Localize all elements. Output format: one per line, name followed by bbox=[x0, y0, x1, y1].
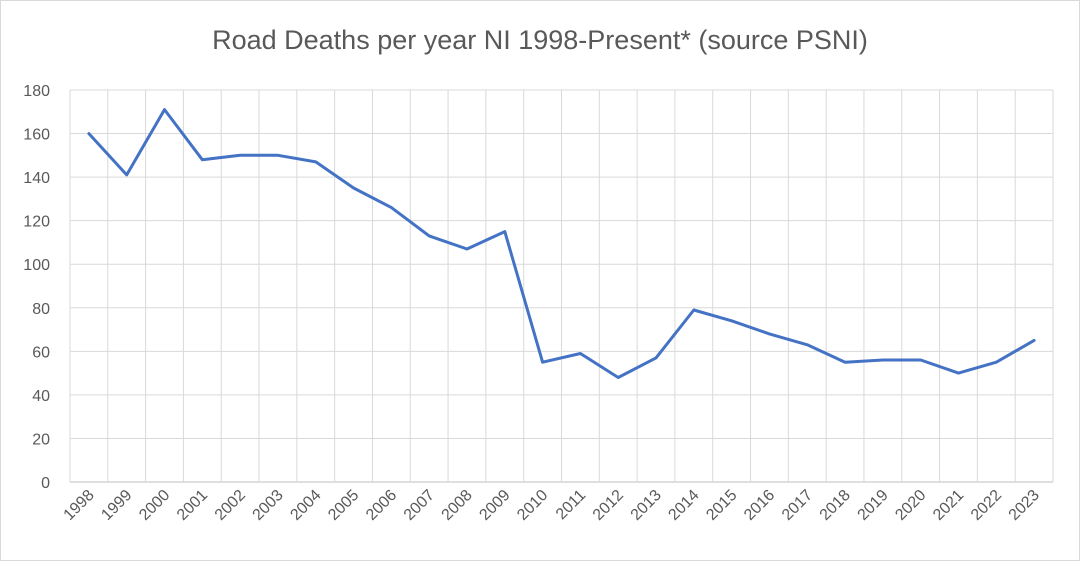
x-tick-label: 2017 bbox=[779, 487, 816, 524]
series-line bbox=[87, 108, 1036, 379]
chart-title: Road Deaths per year NI 1998-Present* (s… bbox=[212, 25, 868, 55]
x-tick-label: 2000 bbox=[136, 487, 173, 524]
x-tick-label: 2008 bbox=[439, 487, 476, 524]
x-tick-label: 2012 bbox=[590, 487, 627, 524]
y-tick-label: 140 bbox=[23, 170, 50, 187]
x-tick-label: 2010 bbox=[514, 487, 551, 524]
x-tick-label: 2020 bbox=[892, 487, 929, 524]
y-tick-label: 60 bbox=[32, 344, 50, 361]
y-tick-label: 40 bbox=[32, 388, 50, 405]
y-tick-label: 20 bbox=[32, 431, 50, 448]
x-tick-label: 2016 bbox=[741, 487, 778, 524]
y-tick-label: 100 bbox=[23, 257, 50, 274]
x-tick-label: 2006 bbox=[363, 487, 400, 524]
x-tick-label: 1999 bbox=[98, 487, 135, 524]
x-tick-label: 2013 bbox=[628, 487, 665, 524]
x-tick-label: 2003 bbox=[250, 487, 287, 524]
y-tick-label: 0 bbox=[41, 475, 50, 492]
y-tick-label: 120 bbox=[23, 214, 50, 231]
x-tick-label: 2021 bbox=[930, 487, 967, 524]
x-tick-label: 2011 bbox=[553, 487, 589, 523]
x-tick-label: 2004 bbox=[287, 487, 324, 524]
x-tick-label: 2022 bbox=[968, 487, 1005, 524]
x-tick-label: 1998 bbox=[61, 487, 98, 524]
x-tick-label: 2015 bbox=[703, 487, 740, 524]
y-tick-label: 180 bbox=[23, 83, 50, 100]
x-tick-label: 2019 bbox=[855, 487, 892, 524]
y-tick-label: 160 bbox=[23, 127, 50, 144]
x-tick-label: 2002 bbox=[212, 487, 249, 524]
x-tick-label: 2007 bbox=[401, 487, 438, 524]
x-tick-label: 2023 bbox=[1006, 487, 1043, 524]
x-tick-label: 2018 bbox=[817, 487, 854, 524]
x-tick-label: 2005 bbox=[325, 487, 362, 524]
y-tick-label: 80 bbox=[32, 301, 50, 318]
x-tick-label: 2009 bbox=[476, 487, 513, 524]
x-tick-label: 2014 bbox=[665, 487, 702, 524]
x-tick-label: 2001 bbox=[174, 487, 211, 524]
